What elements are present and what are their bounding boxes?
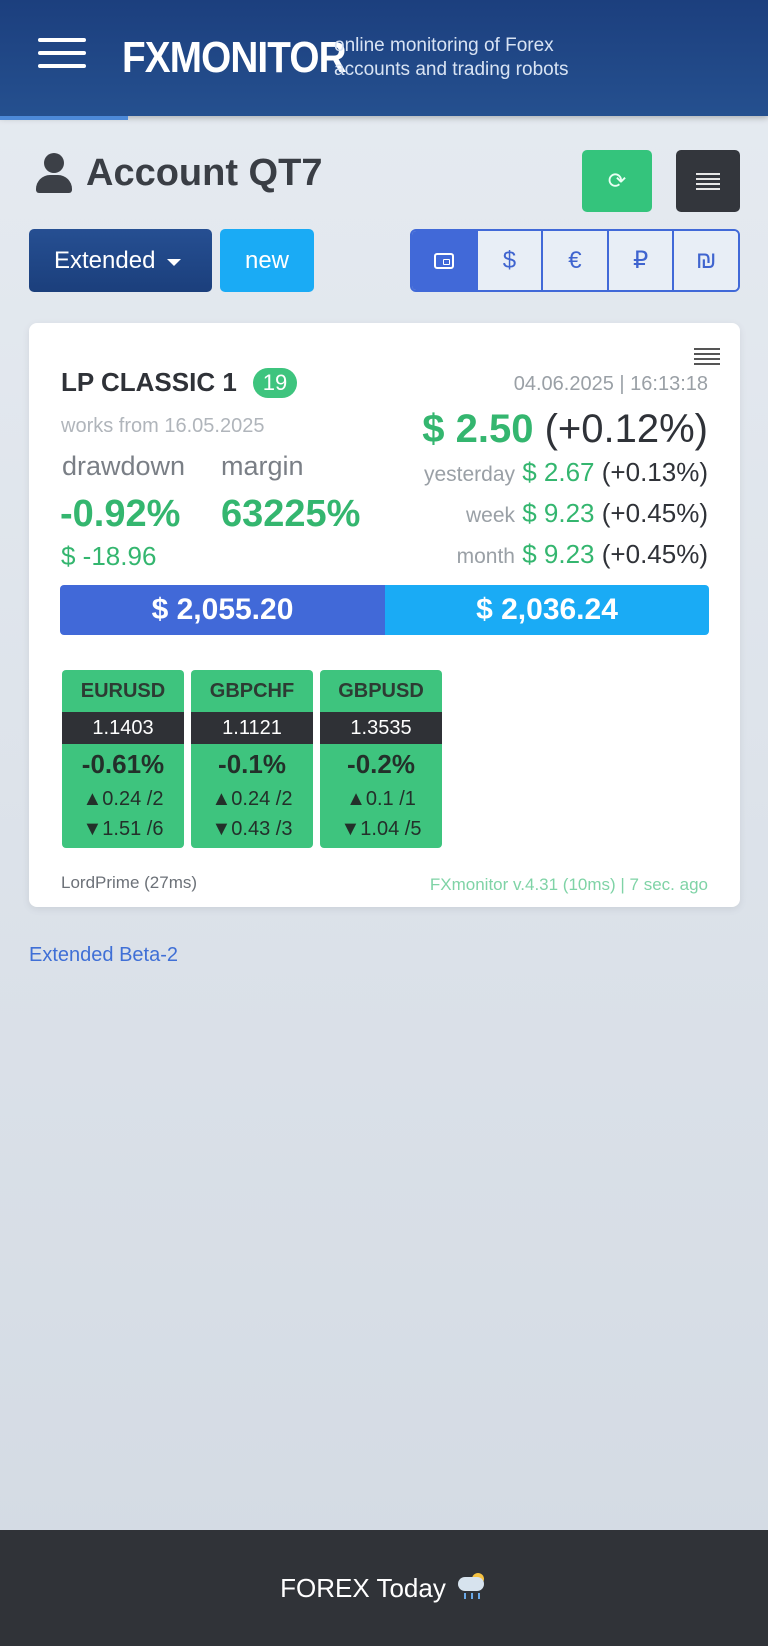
app-logo[interactable]: FXMONITOR — [122, 33, 347, 82]
pair-change: -0.61% — [81, 748, 165, 779]
period-week: week $ 9.23 (+0.45%) — [465, 498, 708, 528]
period-yesterday: yesterday $ 2.67 (+0.13%) — [423, 457, 708, 487]
drawdown-value: -0.92% — [60, 493, 181, 535]
hamburger-menu-icon[interactable] — [38, 38, 86, 68]
forex-today-footer[interactable]: FOREX Today — [0, 1530, 768, 1646]
balance-value: $ 2,055.20 — [60, 585, 385, 635]
pair-card-gbpusd[interactable]: GBPUSD 1.3535 -0.2% ▲0.1 /1 ▼1.04 /5 — [320, 670, 442, 848]
user-icon — [36, 153, 72, 193]
pair-card-eurusd[interactable]: EURUSD 1.1403 -0.61% ▲0.24 /2 ▼1.51 /6 — [62, 670, 184, 848]
app-tagline: online monitoring of Forex accounts and … — [334, 35, 569, 80]
pair-up-stats: ▲0.1 /1 — [346, 788, 416, 810]
loading-progress-bar — [0, 116, 128, 120]
update-timestamp: 04.06.2025 | 16:13:18 — [513, 373, 708, 395]
pair-change: -0.1% — [218, 748, 286, 779]
account-card: LP CLASSIC 1 19 04.06.2025 | 16:13:18 wo… — [29, 323, 740, 907]
today-profit-pct: (+0.12%) — [544, 407, 708, 451]
usd-currency-button[interactable]: $ — [475, 231, 542, 290]
view-mode-dropdown[interactable]: Extended — [29, 229, 212, 292]
account-name-row: LP CLASSIC 1 19 — [61, 367, 298, 398]
view-mode-label: Extended — [54, 246, 156, 274]
margin-value: 63225% — [221, 493, 361, 535]
pair-symbol: GBPCHF — [209, 679, 295, 702]
version-info: FXmonitor v.4.31 (10ms) | 7 sec. ago — [429, 875, 708, 894]
list-icon — [696, 170, 720, 193]
currency-selector: $ € ₽ ₪ — [410, 229, 740, 292]
margin-label: margin — [221, 451, 304, 481]
extended-beta-link[interactable]: Extended Beta-2 — [29, 944, 178, 966]
weather-icon — [456, 1573, 488, 1603]
page-title-row: Account QT7 — [36, 148, 322, 198]
app-header: FXMONITOR online monitoring of Forex acc… — [0, 0, 768, 116]
works-from-date: works from 16.05.2025 — [61, 415, 265, 437]
pair-down-stats: ▼1.51 /6 — [82, 818, 164, 840]
equity-value: $ 2,036.24 — [385, 585, 709, 635]
pair-down-stats: ▼0.43 /3 — [211, 818, 293, 840]
broker-info: LordPrime (27ms) — [61, 873, 198, 892]
card-menu-icon[interactable] — [694, 345, 720, 368]
refresh-button[interactable]: ⟳ — [582, 150, 652, 212]
new-button[interactable]: new — [220, 229, 314, 292]
pair-price: 1.1121 — [191, 712, 313, 744]
today-profit-value: $ 2.50 — [422, 407, 534, 451]
pair-down-stats: ▼1.04 /5 — [340, 818, 422, 840]
pair-change: -0.2% — [347, 748, 415, 779]
wallet-currency-button[interactable] — [412, 231, 476, 290]
pair-up-stats: ▲0.24 /2 — [211, 788, 293, 810]
pair-price: 1.1403 — [62, 712, 184, 744]
footer-label: FOREX Today — [280, 1572, 446, 1603]
today-profit: $ 2.50 (+0.12%) — [422, 407, 708, 452]
list-menu-button[interactable] — [676, 150, 740, 212]
pair-symbol: GBPUSD — [338, 679, 424, 702]
account-count-badge: 19 — [252, 367, 298, 398]
refresh-icon: ⟳ — [607, 168, 627, 193]
wallet-icon — [433, 252, 454, 269]
pair-symbol: EURUSD — [80, 679, 166, 702]
rub-currency-button[interactable]: ₽ — [606, 231, 673, 290]
currency-pairs: EURUSD 1.1403 -0.61% ▲0.24 /2 ▼1.51 /6 G… — [62, 670, 442, 848]
pair-price: 1.3535 — [320, 712, 442, 744]
page-title: Account QT7 — [86, 151, 323, 194]
pair-card-gbpchf[interactable]: GBPCHF 1.1121 -0.1% ▲0.24 /2 ▼0.43 /3 — [191, 670, 313, 848]
caret-down-icon — [167, 258, 182, 266]
account-name[interactable]: LP CLASSIC 1 — [61, 367, 237, 397]
eur-currency-button[interactable]: € — [541, 231, 607, 290]
balance-equity-bar: $ 2,055.20 $ 2,036.24 — [60, 585, 709, 635]
period-month: month $ 9.23 (+0.45%) — [456, 539, 708, 569]
drawdown-money: $ -18.96 — [61, 541, 157, 571]
ils-currency-button[interactable]: ₪ — [672, 231, 738, 290]
drawdown-label: drawdown — [62, 451, 186, 481]
pair-up-stats: ▲0.24 /2 — [82, 788, 164, 810]
